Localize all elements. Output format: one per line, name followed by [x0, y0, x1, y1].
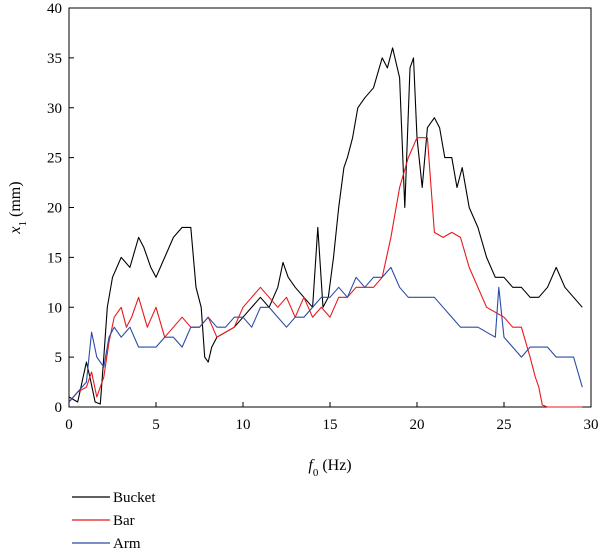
x-axis-unit: (Hz)	[318, 457, 351, 474]
y-tick-label: 25	[47, 151, 62, 167]
x-axis-subscript: 0	[313, 467, 319, 479]
x-tick-label: 0	[65, 417, 73, 433]
series-line-bar	[68, 137, 583, 408]
y-axis-unit: (mm)	[7, 181, 24, 221]
y-tick-label: 35	[47, 51, 62, 67]
x-tick-label: 30	[584, 417, 599, 433]
y-tick-label: 10	[47, 300, 62, 316]
y-tick-label: 40	[47, 1, 62, 17]
x-tick-label: 20	[410, 417, 425, 433]
y-axis-ticks: 0 5 10 15 20 25 30 35 40	[47, 1, 74, 416]
x-axis-ticks: 0 5 10 15 20 25 30	[65, 402, 599, 433]
y-axis-symbol: x	[7, 226, 24, 234]
y-tick-label: 30	[47, 101, 62, 117]
x-tick-label: 25	[497, 417, 512, 433]
plot-area	[68, 7, 592, 408]
y-axis-subscript: 1	[17, 221, 29, 227]
legend-label-bucket: Bucket	[113, 490, 156, 506]
legend-label-bar: Bar	[113, 513, 135, 529]
y-axis-title: x1 (mm)	[7, 181, 29, 234]
x-axis-title: f0 (Hz)	[308, 457, 351, 479]
legend-label-arm: Arm	[113, 536, 141, 552]
y-tick-label: 20	[47, 201, 62, 217]
series-layer	[68, 47, 583, 408]
series-line-bucket	[68, 47, 583, 405]
x-tick-label: 5	[152, 417, 160, 433]
y-tick-label: 0	[55, 400, 63, 416]
legend: Bucket Bar Arm	[72, 490, 156, 552]
x-tick-label: 10	[236, 417, 251, 433]
x-axis-symbol: f	[308, 457, 315, 474]
y-tick-label: 15	[47, 250, 62, 266]
x-tick-label: 15	[323, 417, 338, 433]
series-line-arm	[68, 266, 583, 403]
y-tick-label: 5	[55, 350, 63, 366]
